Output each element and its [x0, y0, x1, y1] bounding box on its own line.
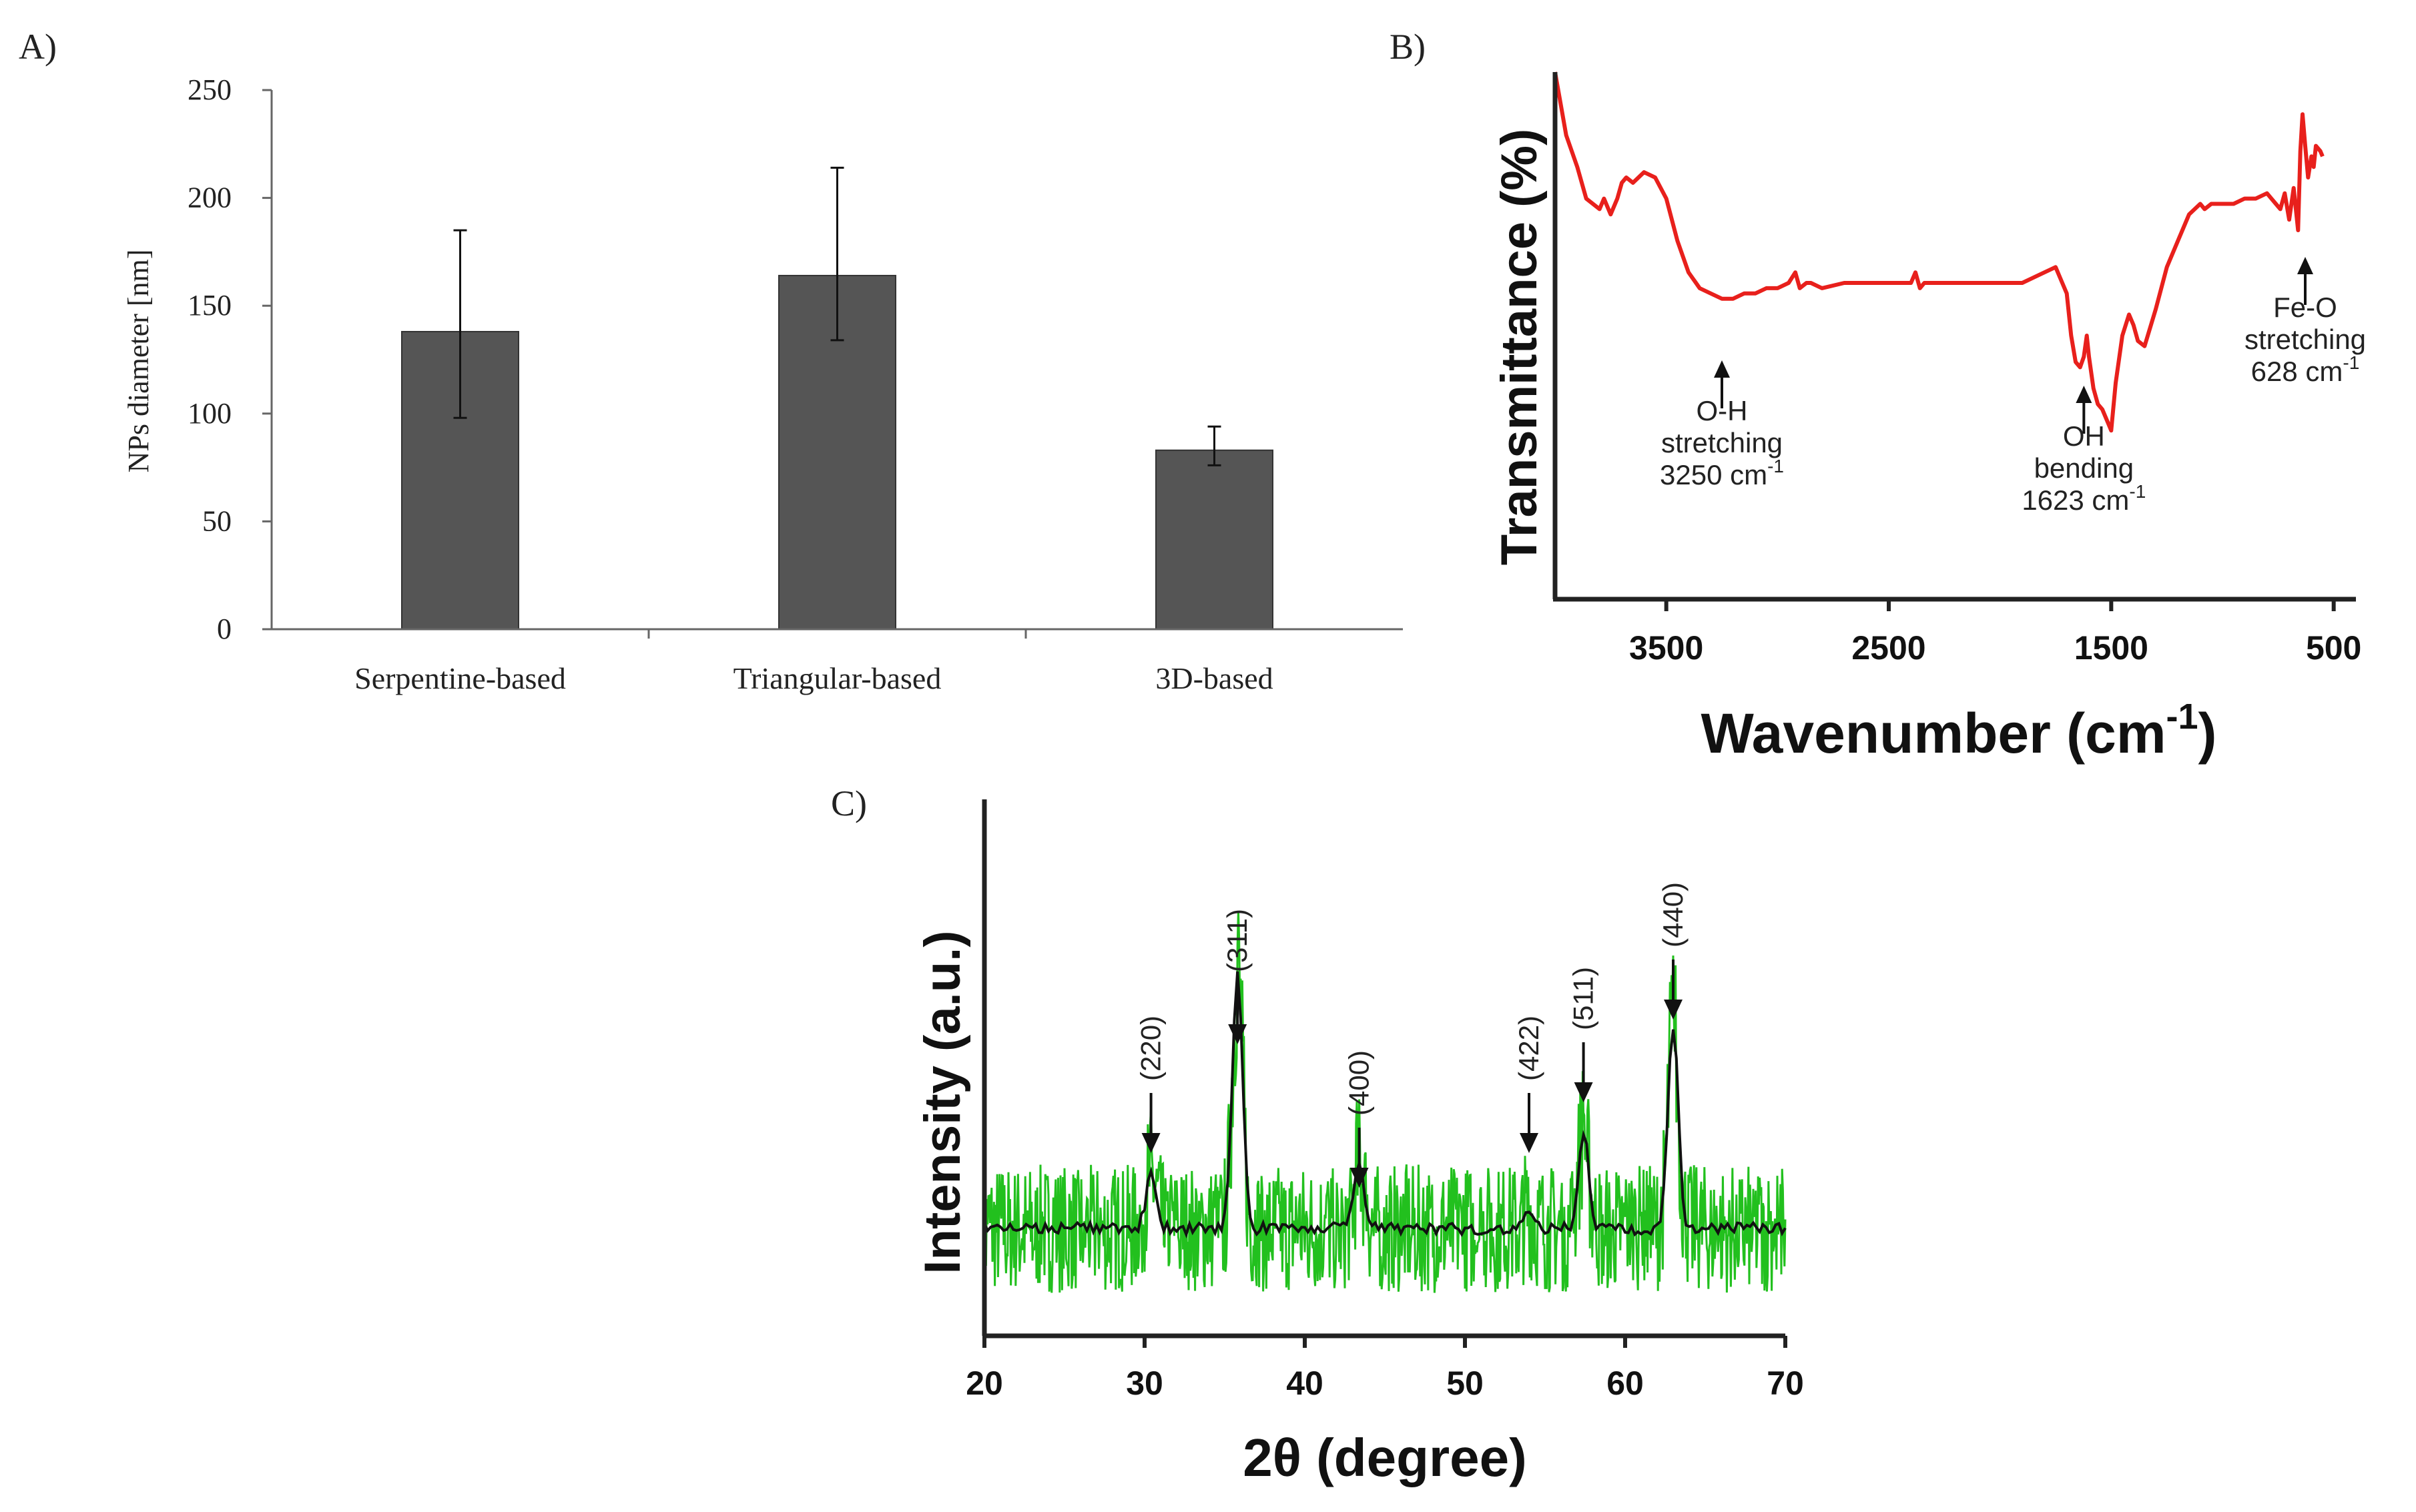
bar-2 — [1155, 449, 1273, 631]
xrd-peak-arrow-head-0 — [1141, 1133, 1161, 1153]
bar-chart-y-label: NPs diameter [nm] — [122, 250, 155, 473]
ftir-annotation-2-line-2: 628 cm-1 — [2251, 352, 2360, 387]
xrd-peak-label-3: (422) — [1513, 1016, 1544, 1081]
xrd-peak-annotations: (220) (311) (400) (422) (511) (440) — [1135, 882, 1689, 1188]
ftir-annotation-text: O-H — [1697, 395, 1748, 426]
xrd-panel: C) Intensity (a.u.) (220) (311) (400) (422)… — [831, 783, 1804, 1487]
xrd-peak-label-5: (440) — [1657, 882, 1689, 948]
ftir-x-tick-label-2: 1500 — [2074, 629, 2148, 667]
xrd-x-tick-label-5: 70 — [1767, 1365, 1804, 1402]
ftir-arrow-head-0 — [1714, 360, 1730, 378]
xrd-x-tick-label-4: 60 — [1606, 1365, 1644, 1402]
xrd-y-label: Intensity (a.u.) — [914, 930, 971, 1274]
xrd-peak-arrow-head-5 — [1664, 1000, 1683, 1020]
bar-chart-y-tick-label-3: 150 — [188, 289, 232, 322]
xrd-peak-label-4: (511) — [1568, 967, 1599, 1030]
bar-chart-y-ticks: 0 50 100 150 200 250 — [188, 73, 272, 645]
ftir-annotation-unit-exponent: -1 — [2129, 481, 2146, 502]
ftir-annotation-0-line-1: stretching — [1661, 427, 1783, 458]
ftir-annotation-2-line-1: stretching — [2244, 324, 2366, 355]
xrd-x-tick-label-2: 40 — [1286, 1365, 1323, 1402]
ftir-annotation-0-line-2: 3250 cm-1 — [1660, 456, 1784, 490]
ftir-annotation-text: bending — [2034, 452, 2134, 484]
xrd-peak-arrow-head-3 — [1520, 1133, 1538, 1153]
ftir-arrow-head-2 — [2297, 257, 2313, 274]
ftir-annotation-text: 3250 cm — [1660, 459, 1767, 490]
panel-label-c: C) — [831, 783, 867, 823]
ftir-x-tick-label-1: 2500 — [1851, 629, 1925, 667]
xrd-raw-pattern-line — [983, 911, 1787, 1293]
bar-chart-y-tick-label-0: 0 — [217, 613, 232, 645]
panel-label-b: B) — [1390, 27, 1426, 67]
ftir-annotation-text: OH — [2063, 420, 2105, 452]
panel-label-a: A) — [19, 27, 57, 67]
ftir-annotation-text: 1623 cm — [2022, 484, 2129, 516]
xrd-x-ticks: 20 30 40 50 60 70 — [966, 1336, 1804, 1402]
ftir-annotation-unit-exponent: -1 — [2343, 352, 2359, 373]
ftir-annotation-0-line-0: O-H — [1697, 395, 1748, 426]
ftir-x-tick-label-0: 3500 — [1629, 629, 1703, 667]
xrd-x-label: 2θ (degree) — [1243, 1428, 1527, 1487]
ftir-x-tick-label-3: 500 — [2306, 629, 2361, 667]
ftir-arrow-head-1 — [2076, 386, 2092, 403]
xrd-x-tick-label-3: 50 — [1446, 1365, 1484, 1402]
bar-chart-x-ticks: Serpentine-based Triangular-based 3D-based — [354, 629, 1273, 695]
xrd-x-tick-label-1: 30 — [1126, 1365, 1163, 1402]
xrd-peak-label-2: (400) — [1343, 1050, 1375, 1116]
xrd-peak-label-0: (220) — [1135, 1016, 1167, 1081]
xrd-peak-label-1: (311) — [1221, 909, 1253, 972]
xrd-peak-arrow-head-1 — [1228, 1024, 1247, 1044]
ftir-y-label: Transmittance (%) — [1491, 129, 1548, 566]
ftir-spectrum-line — [1553, 71, 2325, 433]
ftir-annotation-unit-exponent: -1 — [1767, 456, 1784, 476]
ftir-x-label: Wavenumber (cm-1) — [1701, 697, 2216, 765]
ftir-annotation-text: stretching — [2244, 324, 2366, 355]
bar-chart-category-label-0: Serpentine-based — [354, 661, 566, 695]
bar-chart-y-tick-label-2: 100 — [188, 397, 232, 430]
bar-chart-category-label-2: 3D-based — [1155, 661, 1273, 695]
bar-chart-category-label-1: Triangular-based — [733, 661, 942, 695]
xrd-peak-arrow-head-2 — [1349, 1168, 1369, 1188]
ftir-annotation-1-line-0: OH — [2063, 420, 2105, 452]
bar-chart-panel: A) 0 50 100 150 200 250 Serpentine-based Trian… — [19, 27, 1403, 695]
xrd-smoothed-pattern-line — [983, 971, 1787, 1239]
ftir-annotation-1-line-2: 1623 cm-1 — [2022, 481, 2146, 516]
xrd-plot-area — [983, 911, 1787, 1293]
xrd-x-tick-label-0: 20 — [966, 1365, 1003, 1402]
bar-chart-bars — [401, 166, 1273, 631]
ftir-plot-area — [1553, 71, 2325, 433]
bar-chart-y-tick-label-1: 50 — [202, 504, 232, 537]
bar-chart-y-tick-label-4: 200 — [188, 181, 232, 214]
ftir-x-ticks: 3500 2500 1500 500 — [1629, 599, 2361, 667]
ftir-annotation-text: Fe-O — [2273, 292, 2337, 323]
ftir-annotation-1-line-1: bending — [2034, 452, 2134, 484]
xrd-peak-arrow-head-4 — [1574, 1082, 1593, 1102]
bar-chart-y-tick-label-5: 250 — [188, 73, 232, 106]
ftir-annotation-2-line-0: Fe-O — [2273, 292, 2337, 323]
ftir-annotation-text: stretching — [1661, 427, 1783, 458]
ftir-annotation-text: 628 cm — [2251, 356, 2343, 387]
